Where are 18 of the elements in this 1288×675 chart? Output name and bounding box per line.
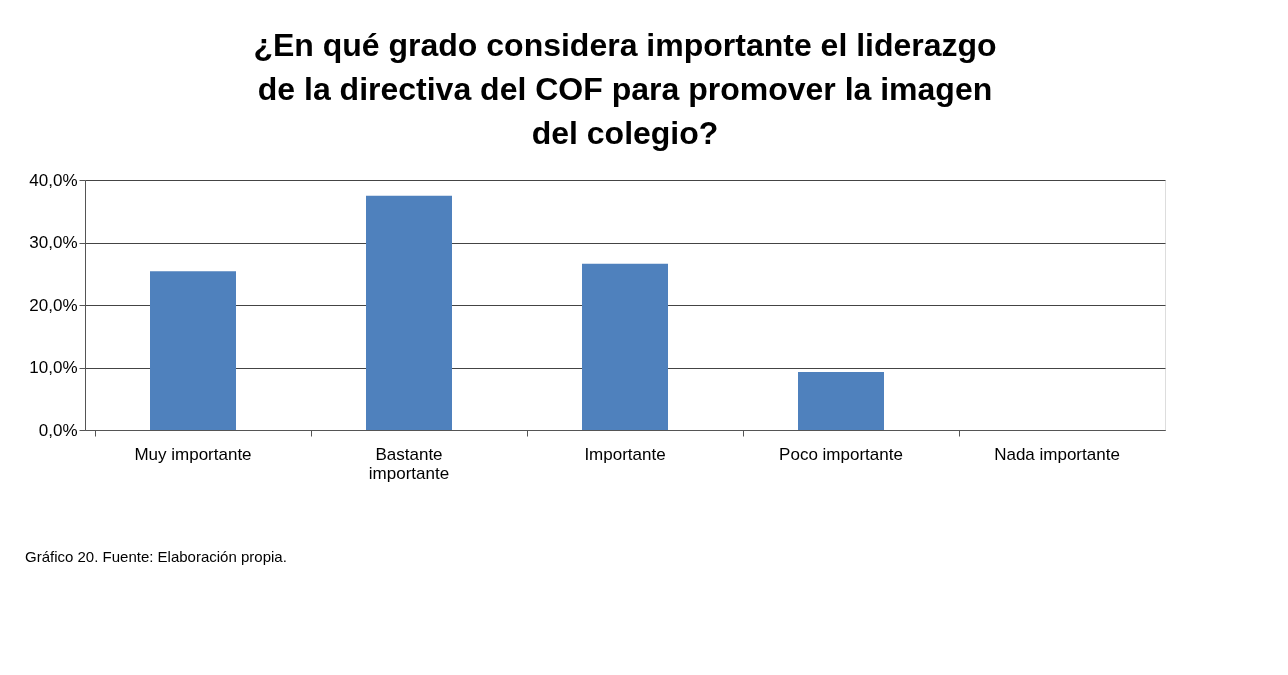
x-tick-label: Poco importante xyxy=(779,444,903,464)
bar xyxy=(582,263,668,430)
y-tick-label: 20,0% xyxy=(29,295,78,315)
x-tick-label: Muy importante xyxy=(134,444,252,464)
text: del colegio? xyxy=(531,115,719,151)
y-tick-label: 0,0% xyxy=(38,420,78,440)
text: Gráfico 20. Fuente: Elaboración propia. xyxy=(25,548,287,565)
y-tick-label: 30,0% xyxy=(29,233,78,252)
bar xyxy=(798,371,884,430)
y-tick-label: 10,0% xyxy=(29,358,78,377)
text: ¿En qué grado considera importante el liderazgo xyxy=(253,27,997,63)
bar xyxy=(150,271,236,430)
text: de la directiva del COF para promover la imagen xyxy=(257,71,993,107)
bar xyxy=(366,195,452,430)
x-tick-label: Bastante importante xyxy=(368,444,450,483)
y-tick-label: 40,0% xyxy=(29,170,78,190)
x-tick-label: Nada importante xyxy=(994,444,1120,464)
x-tick-label: Importante xyxy=(584,444,666,464)
